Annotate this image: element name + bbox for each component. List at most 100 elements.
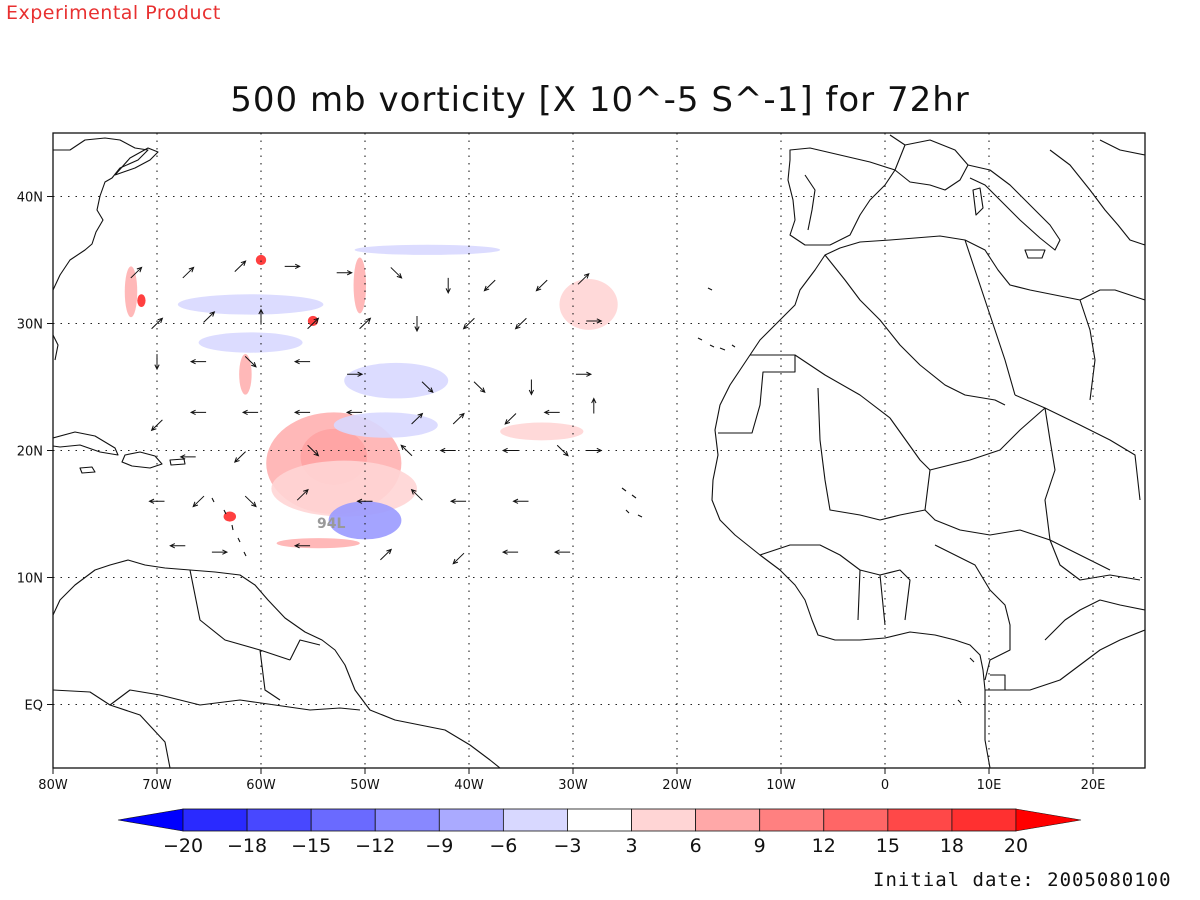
axis-ticks: 80W 70W 60W 50W 40W 30W 20W 10W 0 10E 20E 40N 30N 20N… bbox=[17, 191, 1106, 794]
wind-arrow bbox=[203, 311, 216, 323]
wind-arrow bbox=[445, 277, 451, 295]
wind-arrow bbox=[356, 498, 373, 504]
wind-arrow bbox=[293, 409, 311, 416]
border-libya bbox=[1014, 299, 1141, 541]
lon-tick-label: 40W bbox=[454, 778, 484, 793]
colorbar-swatch bbox=[759, 808, 825, 832]
chart-title: 500 mb vorticity [X 10^-5 S^-1] for 72hr bbox=[230, 80, 970, 120]
lon-tick-label: 30W bbox=[558, 778, 588, 793]
coast-iberia bbox=[787, 147, 896, 246]
colorbar-swatch bbox=[631, 808, 697, 832]
coastlines bbox=[53, 134, 1145, 768]
wind-arrow bbox=[234, 260, 247, 272]
wind-arrow bbox=[307, 444, 320, 457]
wind-arrow bbox=[182, 266, 195, 279]
wind-arrow bbox=[575, 371, 593, 377]
colorbar-label: −20 bbox=[163, 835, 203, 857]
colorbar-swatch bbox=[374, 808, 440, 832]
colorbar-right-arrow bbox=[1015, 808, 1082, 832]
lon-tick-label: 80W bbox=[38, 778, 68, 793]
lat-tick-label: EQ bbox=[25, 699, 43, 714]
coast-canary-islands bbox=[697, 337, 736, 351]
wind-arrow bbox=[390, 267, 403, 279]
border-eq-guinea bbox=[985, 674, 1006, 691]
coast-hispaniola bbox=[121, 451, 163, 469]
lat-tick-label: 10N bbox=[17, 572, 43, 587]
wind-arrow bbox=[169, 543, 186, 549]
wind-arrow bbox=[414, 316, 420, 333]
colorbar-label: −12 bbox=[355, 835, 395, 857]
colorbar-label: −18 bbox=[227, 835, 267, 857]
border-south-america bbox=[53, 689, 361, 768]
vorticity-patch bbox=[559, 279, 618, 330]
lat-tick-label: 40N bbox=[17, 191, 43, 206]
colorbar-swatch bbox=[182, 808, 248, 832]
coast-west-africa bbox=[711, 354, 991, 768]
colorbar-swatch bbox=[310, 808, 376, 832]
coast-jamaica bbox=[79, 466, 96, 474]
colorbar-label: 15 bbox=[876, 835, 900, 857]
lon-tick-label: 20W bbox=[662, 778, 692, 793]
wind-arrow bbox=[151, 317, 164, 330]
lon-tick-label: 70W bbox=[142, 778, 172, 793]
wind-arrow bbox=[514, 317, 527, 330]
vorticity-patch bbox=[276, 538, 360, 549]
wind-vectors bbox=[130, 260, 603, 565]
wind-arrow bbox=[130, 266, 143, 279]
coast-italy bbox=[967, 164, 1061, 251]
colorbar-left-arrow bbox=[117, 808, 184, 832]
wind-arrow bbox=[241, 409, 259, 416]
wind-arrow bbox=[528, 379, 535, 396]
wind-arrow bbox=[347, 371, 364, 377]
lat-lon-grid bbox=[53, 133, 1145, 768]
wind-arrow bbox=[483, 279, 496, 292]
vorticity-patch bbox=[307, 315, 319, 327]
colorbar-swatch bbox=[438, 808, 504, 832]
vorticity-patch bbox=[177, 294, 324, 315]
wind-arrow bbox=[535, 279, 548, 292]
lat-tick-label: 20N bbox=[17, 445, 43, 460]
wind-arrow bbox=[293, 543, 311, 549]
wind-arrow bbox=[148, 498, 165, 504]
wind-arrow bbox=[258, 308, 264, 325]
border-portugal-spain bbox=[804, 174, 816, 231]
border-western-sahara bbox=[718, 354, 796, 434]
wind-arrow bbox=[179, 454, 196, 460]
colorbar-label: −9 bbox=[425, 835, 453, 857]
border-niger-chad bbox=[924, 407, 1111, 571]
wind-arrow bbox=[336, 270, 353, 276]
wind-arrow bbox=[233, 451, 246, 463]
wind-arrow bbox=[345, 409, 363, 416]
coast-sicily bbox=[1024, 249, 1046, 259]
coast-south-america bbox=[53, 559, 501, 768]
wind-arrow bbox=[192, 495, 205, 508]
colorbar-label: 20 bbox=[1004, 835, 1028, 857]
lat-tick-label: 30N bbox=[17, 318, 43, 333]
coast-cuba bbox=[53, 431, 119, 456]
wind-arrow bbox=[293, 358, 311, 365]
storm-label-94L: 94L bbox=[317, 516, 345, 532]
wind-arrow bbox=[553, 549, 571, 555]
border-gulf-of-guinea bbox=[759, 544, 1145, 691]
wind-arrow bbox=[307, 317, 320, 330]
experimental-product-label: Experimental Product bbox=[6, 2, 221, 24]
wind-arrow bbox=[439, 447, 456, 454]
vorticity-patch bbox=[223, 511, 237, 522]
colorbar-label: −6 bbox=[489, 835, 517, 857]
vorticity-patch bbox=[354, 244, 501, 255]
coast-puerto-rico bbox=[169, 458, 186, 466]
colorbar: −20 −18 −15 −12 −9 −6 −3 3 6 9 12 15 18 20 bbox=[117, 808, 1082, 857]
wind-arrow bbox=[189, 358, 207, 365]
colorbar-swatch bbox=[951, 808, 1017, 832]
wind-arrow bbox=[586, 318, 603, 324]
colorbar-label: 3 bbox=[625, 835, 637, 857]
colorbar-swatch bbox=[823, 808, 889, 832]
vorticity-patch bbox=[124, 266, 138, 318]
wind-arrow bbox=[296, 488, 309, 501]
wind-arrow bbox=[410, 488, 423, 501]
coast-sardinia bbox=[972, 187, 984, 216]
coast-bioko bbox=[969, 657, 975, 663]
wind-arrow bbox=[211, 549, 229, 555]
border-mauritania-mali bbox=[794, 354, 931, 521]
wind-arrow bbox=[501, 549, 519, 555]
